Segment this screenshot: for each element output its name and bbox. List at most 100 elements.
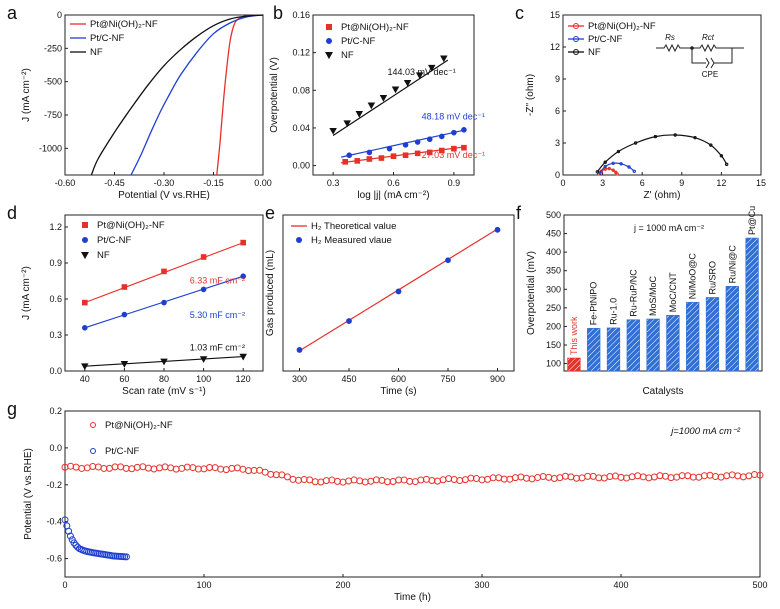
- x-tick-label: 40: [80, 374, 90, 384]
- legend-entry: Pt@Ni(OH)₂-NF: [588, 21, 656, 32]
- y-tick-label: 500: [546, 210, 561, 220]
- data-point: [240, 273, 246, 280]
- x-tick-label: 60: [119, 374, 129, 384]
- x-tick-label: 120: [236, 374, 251, 384]
- x-tick-label: -0.15: [203, 178, 224, 188]
- y-tick-label: 400: [546, 247, 561, 257]
- x-tick-label: 15: [756, 178, 766, 188]
- legend-entry: Pt@Ni(OH)₂-NF: [97, 220, 165, 231]
- bar: [745, 237, 759, 372]
- legend-entry: Pt@Ni(OH)₂-NF: [341, 22, 409, 33]
- x-tick-label: -0.60: [55, 178, 76, 188]
- data-point: [607, 166, 611, 171]
- bar: [606, 327, 621, 372]
- slope-annotation: 27.03 mV dec⁻¹: [422, 150, 485, 160]
- data-point: [428, 477, 436, 485]
- x-tick-label: 80: [159, 374, 169, 384]
- data-point: [673, 133, 677, 137]
- legend-entry: Pt@Ni(OH)₂-NF: [105, 420, 173, 431]
- panel-f: 100 150 200 250 300 350 400 450 500 This work Fe-P…: [516, 203, 763, 397]
- data-point: [603, 160, 607, 164]
- y-tick-label: 0.16: [292, 10, 310, 20]
- data-point: [656, 472, 664, 480]
- y-tick-label: -0.2: [46, 480, 62, 490]
- x-tick-label: 500: [752, 580, 767, 590]
- data-point: [653, 134, 658, 139]
- panel-letter: d: [7, 203, 17, 223]
- data-point: [160, 358, 168, 366]
- data-point: [595, 170, 600, 174]
- x-tick-label: 100: [196, 580, 211, 590]
- panel-a: -0.60 -0.45 -0.30 -0.15 0.00 0 -250 -500 -750 -10…: [7, 3, 272, 201]
- data-point: [343, 120, 351, 128]
- data-point: [517, 473, 525, 481]
- data-point: [417, 476, 425, 484]
- data-point: [414, 139, 421, 145]
- data-point: [322, 477, 330, 485]
- data-point: [378, 155, 385, 161]
- legend-entry: Pt/C-NF: [588, 34, 623, 45]
- bar-category-label: Ru-RuP/NC: [628, 269, 638, 317]
- bar-category-label: Ru-1.0: [609, 298, 619, 325]
- data-point: [339, 478, 347, 486]
- data-point: [550, 474, 558, 482]
- data-point: [756, 471, 764, 479]
- x-tick-label: 200: [335, 580, 350, 590]
- x-tick-label: -0.30: [154, 178, 175, 188]
- data-point: [426, 136, 433, 143]
- data-point: [386, 145, 393, 152]
- data-point: [456, 477, 464, 485]
- y-tick-label: 0.12: [292, 48, 310, 58]
- data-point: [161, 268, 167, 275]
- data-point: [345, 477, 353, 485]
- panel-letter: b: [273, 3, 283, 23]
- capacitance-annotation: 5.30 mF cm⁻²: [190, 310, 245, 320]
- panel-letter: a: [7, 3, 18, 23]
- data-point: [350, 476, 358, 484]
- data-point: [120, 361, 129, 368]
- data-point: [461, 127, 467, 133]
- y-tick-label: 300: [546, 284, 561, 294]
- legend-entry: H₂ Theoretical value: [311, 221, 396, 232]
- panel-letter: g: [7, 399, 17, 419]
- data-point: [450, 476, 458, 484]
- data-point: [439, 147, 445, 154]
- plot-frame: [562, 14, 762, 176]
- data-point: [627, 165, 631, 169]
- data-point: [598, 171, 602, 175]
- plot-frame: [64, 410, 761, 578]
- y-axis-label: -Z'' (ohm): [525, 74, 536, 116]
- bar: [666, 314, 680, 372]
- legend-entry: NF: [90, 47, 103, 58]
- data-point: [573, 36, 579, 42]
- x-tick-label: 6: [640, 178, 645, 188]
- y-axis-label: Overpotential (V): [269, 57, 280, 133]
- data-point: [122, 553, 130, 561]
- data-point: [81, 252, 89, 260]
- data-point: [74, 543, 82, 551]
- data-point: [326, 38, 332, 44]
- x-tick-label: 0.3: [327, 178, 340, 188]
- x-axis-label: Catalysts: [642, 386, 683, 397]
- data-point: [402, 152, 409, 159]
- data-point: [561, 472, 569, 480]
- data-point: [645, 474, 653, 482]
- data-point: [634, 472, 642, 480]
- data-point: [633, 141, 638, 145]
- legend-entry: NF: [97, 250, 110, 261]
- data-point: [728, 471, 736, 479]
- series-line: [596, 134, 728, 173]
- x-tick-label: 3: [600, 178, 605, 188]
- y-axis-label: J (mA cm⁻²): [21, 266, 32, 320]
- y-tick-label: 450: [546, 229, 561, 239]
- y-tick-label: 9: [555, 74, 560, 84]
- bar: [646, 318, 660, 372]
- y-axis-label: Overpotential (mV): [526, 251, 537, 335]
- bar-category-label: Ru/SRO: [708, 261, 718, 295]
- data-point: [83, 464, 91, 472]
- panel-d: 40 60 80 100 120 0.0 0.3 0.6 0.9 1.2 Scan rate (mV…: [7, 203, 264, 397]
- data-point: [78, 464, 86, 472]
- x-tick-label: 0: [62, 580, 67, 590]
- current-density-annotation: j = 1000 mA cm⁻²: [633, 223, 704, 233]
- data-point: [240, 239, 246, 246]
